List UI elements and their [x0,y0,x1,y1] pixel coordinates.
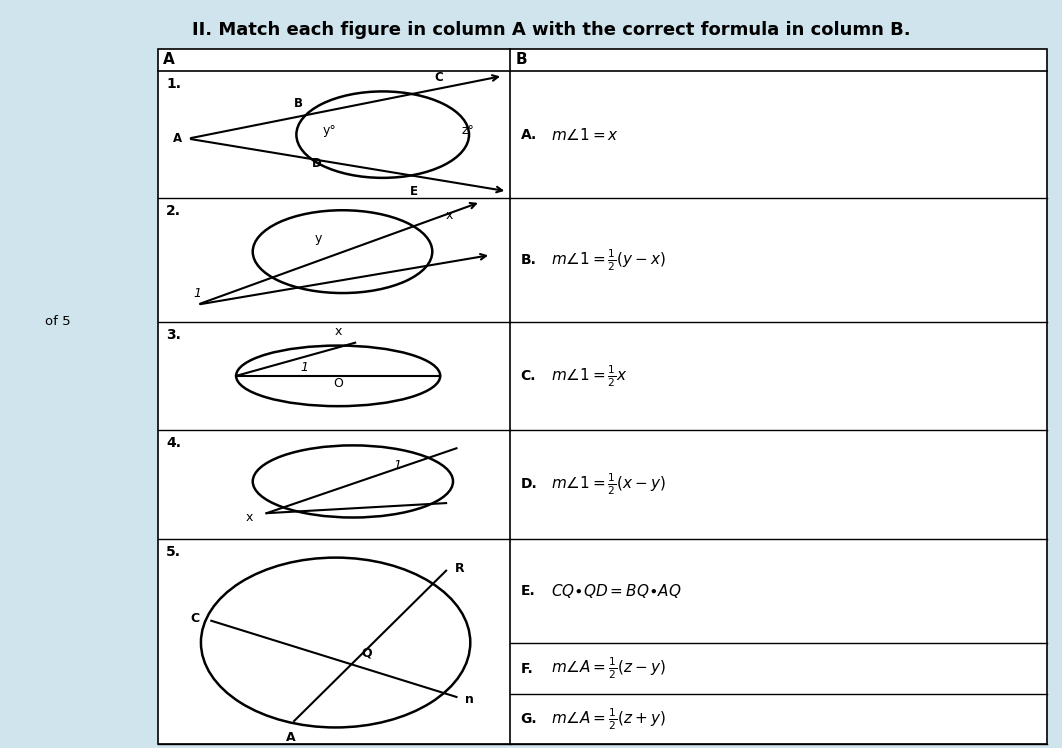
Text: D: D [312,156,322,170]
Text: 2.: 2. [166,204,181,218]
Text: Q: Q [362,647,373,660]
Text: 1: 1 [394,459,401,472]
Text: E.: E. [520,584,535,598]
Text: C: C [434,71,444,84]
Text: $m\angle 1=\frac{1}{2}(y-x)$: $m\angle 1=\frac{1}{2}(y-x)$ [551,247,666,273]
Text: F.: F. [520,662,533,675]
Text: 1: 1 [193,287,202,301]
Text: O: O [333,377,343,390]
Text: A: A [173,132,182,145]
Text: $m\angle A=\frac{1}{2}(z-y)$: $m\angle A=\frac{1}{2}(z-y)$ [551,656,666,681]
Text: B.: B. [520,253,536,267]
Text: y: y [314,232,322,245]
Text: G.: G. [520,712,537,726]
Text: 1: 1 [301,361,308,374]
Text: A: A [162,52,175,67]
Text: $CQ{\bullet}QD=BQ{\bullet}AQ$: $CQ{\bullet}QD=BQ{\bullet}AQ$ [551,582,682,600]
Text: n: n [465,693,474,705]
Text: x: x [245,511,253,524]
Text: y°: y° [323,124,337,137]
Text: z°: z° [461,124,474,137]
Text: $m\angle 1=x$: $m\angle 1=x$ [551,126,619,143]
Text: D.: D. [520,477,537,491]
Text: A: A [286,731,295,744]
Text: 1.: 1. [166,77,181,91]
Text: R: R [455,562,464,575]
Text: E: E [410,186,418,198]
Bar [158,49,1047,744]
Text: x: x [335,325,342,337]
Text: of 5: of 5 [46,315,71,328]
Text: 3.: 3. [166,328,181,342]
Text: x: x [446,209,453,221]
Text: $m\angle 1=\frac{1}{2}(x-y)$: $m\angle 1=\frac{1}{2}(x-y)$ [551,471,666,497]
Text: B: B [294,97,303,110]
Text: 4.: 4. [166,436,181,450]
Text: C: C [190,612,200,625]
Text: $m\angle A=\frac{1}{2}(z+y)$: $m\angle A=\frac{1}{2}(z+y)$ [551,706,666,732]
Text: II. Match each figure in column A with the correct formula in column B.: II. Match each figure in column A with t… [192,21,910,39]
Text: A.: A. [520,128,536,141]
Text: B: B [515,52,527,67]
Text: C.: C. [520,369,536,383]
Text: 5.: 5. [166,545,181,559]
Text: $m\angle 1=\frac{1}{2}x$: $m\angle 1=\frac{1}{2}x$ [551,363,628,389]
